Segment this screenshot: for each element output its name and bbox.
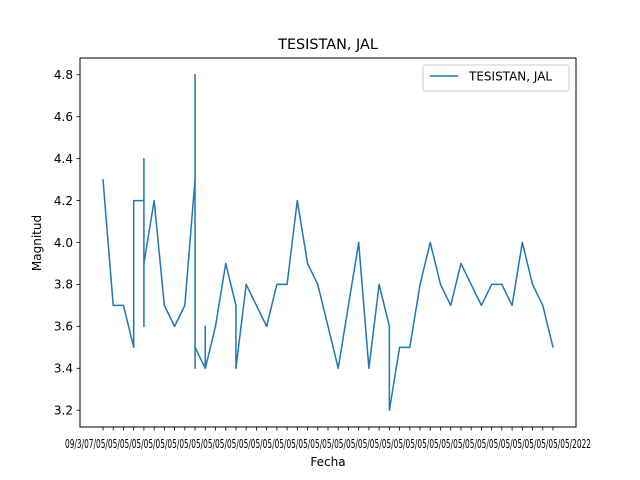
- x-axis-label: Fecha: [310, 455, 345, 469]
- y-tick-label: 4.8: [54, 68, 73, 82]
- data-point: [470, 283, 472, 286]
- data-point: [204, 367, 206, 369]
- data-point: [245, 283, 247, 286]
- y-tick-label: 3.4: [54, 362, 73, 376]
- y-axis-label: Magnitud: [30, 215, 44, 271]
- data-point: [143, 262, 145, 265]
- data-point: [163, 304, 165, 306]
- data-point: [450, 304, 452, 306]
- data-point: [194, 74, 196, 76]
- data-point: [409, 346, 411, 348]
- data-point: [501, 283, 503, 286]
- data-point: [204, 325, 206, 327]
- data-point: [255, 304, 258, 306]
- data-point: [112, 304, 114, 306]
- data-point: [235, 367, 237, 369]
- data-point: [327, 325, 329, 327]
- data-point: [276, 283, 278, 286]
- data-point: [102, 179, 104, 181]
- y-tick-label: 4.2: [54, 194, 73, 208]
- data-point: [133, 199, 135, 202]
- data-point: [317, 283, 319, 286]
- data-point: [194, 346, 196, 348]
- y-tick-label: 3.8: [54, 278, 73, 292]
- series-line: [102, 74, 554, 411]
- data-point: [306, 262, 309, 265]
- data-point: [133, 346, 135, 348]
- data-point: [143, 325, 145, 327]
- data-point: [122, 304, 125, 306]
- data-point: [173, 325, 176, 327]
- data-point: [347, 304, 350, 306]
- x-axis-tick-labels: 09/3/07/05/05/05/05/05/05/05/05/05/05/05…: [65, 437, 591, 451]
- data-point: [296, 199, 298, 202]
- data-point: [388, 409, 390, 411]
- data-point: [419, 283, 421, 286]
- data-point: [388, 325, 390, 327]
- data-point: [378, 283, 380, 286]
- chart-title: TESISTAN, JAL: [277, 37, 378, 53]
- data-point: [398, 346, 401, 348]
- data-point: [368, 367, 370, 369]
- data-point: [491, 283, 493, 286]
- data-point: [286, 283, 288, 286]
- legend: TESISTAN, JAL: [422, 64, 570, 92]
- data-point: [460, 262, 462, 265]
- data-point: [225, 262, 227, 265]
- y-tick-label: 4.0: [54, 236, 73, 250]
- data-point: [194, 367, 196, 369]
- y-tick-label: 3.6: [54, 320, 73, 334]
- data-point: [480, 304, 483, 306]
- y-tick-label: 4.4: [54, 152, 73, 166]
- legend-box: [422, 64, 570, 92]
- y-tick-label: 3.2: [54, 404, 73, 418]
- data-point: [266, 325, 268, 327]
- data-point: [143, 199, 145, 202]
- legend-label: TESISTAN, JAL: [468, 70, 552, 84]
- data-point: [153, 199, 155, 202]
- data-point: [552, 346, 554, 348]
- data-point: [521, 241, 523, 244]
- data-point: [184, 304, 186, 306]
- y-tick-label: 4.6: [54, 110, 73, 124]
- data-point: [143, 158, 145, 160]
- x-axis-ticks: [102, 427, 554, 431]
- data-point: [235, 304, 237, 306]
- plot-area: [102, 74, 554, 411]
- y-axis-ticks: 3.2 3.4 3.6 3.8 4.0 4.2 4.4 4.6 4.8: [54, 68, 80, 418]
- data-point: [439, 283, 442, 286]
- data-point: [358, 241, 360, 244]
- data-point: [429, 241, 431, 244]
- data-point: [214, 325, 217, 327]
- data-point: [337, 367, 339, 369]
- data-point: [511, 304, 513, 306]
- data-point: [531, 283, 534, 286]
- data-point: [542, 304, 544, 306]
- data-point: [194, 179, 196, 181]
